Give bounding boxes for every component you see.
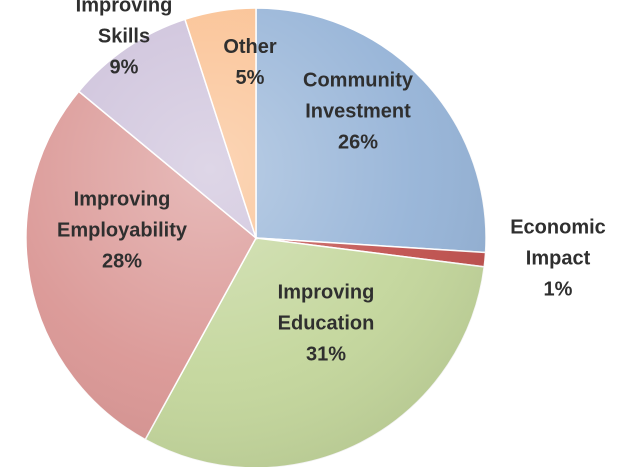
pie-label-improving-education: Improving Education 31% <box>278 281 375 365</box>
slice-name-label: Improving <box>278 281 375 303</box>
slice-value-label: 26% <box>338 131 378 153</box>
slice-name-label: Improving <box>74 188 171 210</box>
slice-value-label: 31% <box>306 343 346 365</box>
slice-value-label: 28% <box>102 250 142 272</box>
pie-labels: Community Investment 26% Economic Impact 1% Im… <box>57 0 606 365</box>
pie-label-improving-skills: Improving Skills 9% <box>76 0 173 78</box>
slice-name-label: Other <box>223 36 277 58</box>
slice-name-label: Impact <box>526 247 591 269</box>
slice-name-label: Community <box>303 69 414 91</box>
slice-value-label: 1% <box>544 278 573 300</box>
pie-slice-community-investment <box>255 7 487 254</box>
slice-value-label: 9% <box>110 56 139 78</box>
pie-label-community-investment: Community Investment 26% <box>303 69 414 153</box>
pie-label-improving-employability: Improving Employability 28% <box>57 188 188 272</box>
pie-label-economic-impact: Economic Impact 1% <box>510 216 606 300</box>
slice-name-label: Skills <box>98 25 150 47</box>
slice-name-label: Employability <box>57 219 188 241</box>
pie-label-other: Other 5% <box>223 36 277 89</box>
slice-name-label: Education <box>278 312 375 334</box>
slice-name-label: Economic <box>510 216 606 238</box>
slice-value-label: 5% <box>236 67 265 89</box>
slice-name-label: Investment <box>305 100 411 122</box>
slice-name-label: Improving <box>76 0 173 16</box>
